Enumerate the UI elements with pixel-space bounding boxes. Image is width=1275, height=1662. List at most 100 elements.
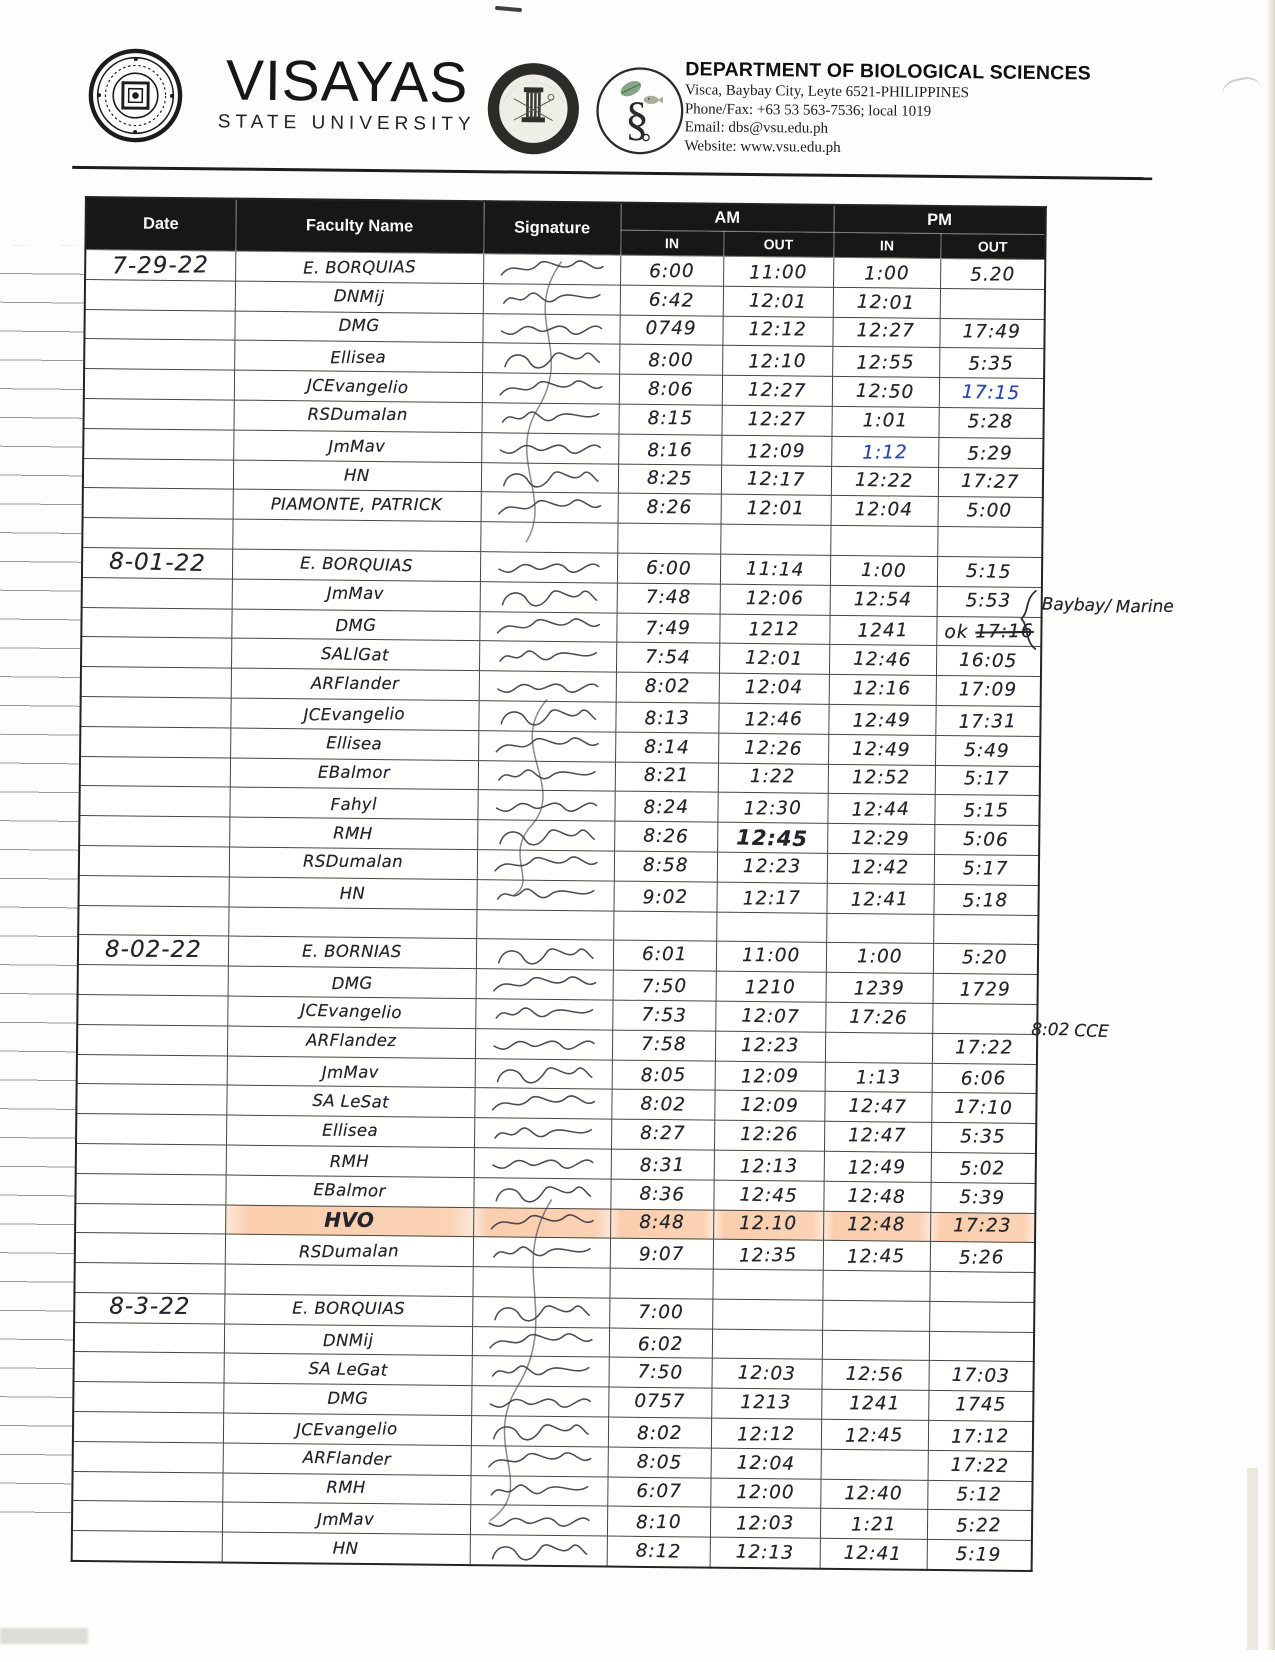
time-cell-pm_in — [822, 1300, 929, 1331]
signature-cell — [477, 820, 614, 851]
time-cell-am_out: 12:09 — [715, 1061, 825, 1092]
faculty-name-cell: JmMav — [222, 1502, 470, 1534]
signature-cell — [476, 909, 613, 940]
date-cell — [72, 1471, 222, 1502]
signature-scrawl — [492, 614, 604, 639]
time-value: 12:17 — [747, 469, 806, 491]
time-cell-pm_in: 12:55 — [832, 347, 939, 378]
faculty-name-cell: RSDumalan — [229, 847, 477, 879]
time-cell-am_in: 8:48 — [610, 1209, 713, 1240]
time-cell-am_out: 12:13 — [714, 1150, 824, 1181]
time-value: 12:30 — [743, 798, 802, 820]
margin-note-baybay-marine: Baybay/ Marine — [1042, 594, 1174, 617]
time-cell-am_out: 12:35 — [713, 1239, 823, 1270]
university-wordmark: VISAYAS STATE UNIVERSITY — [213, 51, 482, 136]
time-cell-am_out: 12:09 — [714, 1090, 824, 1121]
time-cell-am_in: 7:54 — [616, 642, 719, 673]
time-value: 12:03 — [737, 1363, 796, 1385]
time-cell-am_in — [609, 1268, 712, 1299]
time-cell-pm_out — [929, 1301, 1034, 1332]
time-cell-am_in: 8:31 — [611, 1149, 714, 1180]
time-value: 6:06 — [961, 1069, 1007, 1091]
time-cell-am_in: 8:06 — [619, 374, 722, 405]
faculty-name: HVO — [324, 1208, 374, 1232]
signature-cell — [472, 1326, 609, 1357]
signature-cell — [475, 999, 612, 1030]
col-header-pm-out: OUT — [940, 233, 1045, 259]
signature-cell — [473, 1207, 610, 1238]
signature-cell — [482, 373, 619, 404]
time-value: 5:26 — [959, 1247, 1005, 1269]
signature-scrawl — [491, 704, 603, 729]
time-cell-pm_in: 12:47 — [824, 1092, 931, 1123]
faculty-name: DNMij — [333, 286, 384, 306]
signature-cell — [479, 671, 616, 702]
signature-cell — [476, 939, 613, 970]
time-cell-am_in: 7:48 — [617, 583, 720, 614]
faculty-name-cell: DNMij — [224, 1324, 472, 1356]
col-header-pm: PM — [834, 205, 1046, 235]
time-cell-am_in: 7:49 — [616, 613, 719, 644]
signature-cell — [480, 522, 617, 553]
time-value: 8:31 — [639, 1155, 685, 1177]
time-value: 17:03 — [951, 1365, 1010, 1387]
time-cell-pm_out: 5:17 — [934, 854, 1039, 885]
time-cell-am_in: 8:16 — [618, 434, 721, 465]
college-of-arts-and-sciences-seal-icon: •2002• — [484, 59, 582, 158]
date-cell: 8-01-22 — [82, 547, 232, 578]
time-value: 12:42 — [851, 857, 909, 878]
signature-cell — [480, 581, 617, 612]
faculty-name-cell: JCEvangelio — [227, 996, 475, 1028]
time-value: 11:14 — [746, 558, 805, 580]
time-cell-pm_out: 1729 — [933, 974, 1038, 1005]
time-value: 12:40 — [845, 1483, 903, 1504]
time-value: 7:00 — [638, 1302, 684, 1323]
signature-scrawl — [484, 1359, 596, 1384]
time-value: 5:49 — [964, 740, 1010, 762]
signature-cell — [476, 969, 613, 1000]
time-cell-am_out — [716, 912, 826, 943]
signature-cell — [475, 1058, 612, 1089]
time-value: 12:45 — [736, 825, 808, 851]
time-value: 1:12 — [862, 442, 908, 464]
time-value: 1729 — [959, 979, 1010, 1001]
time-cell-pm_in: 12:49 — [824, 1151, 931, 1182]
signature-cell — [481, 462, 618, 493]
time-cell-am_in: 8:21 — [615, 762, 718, 793]
time-cell-am_in: 6:00 — [620, 255, 723, 286]
date-value: 7-29-22 — [112, 253, 209, 280]
faculty-name: RMH — [330, 1152, 370, 1171]
signature-scrawl — [493, 495, 605, 520]
faculty-name: Ellisea — [322, 1120, 378, 1139]
time-cell-pm_in: 1:21 — [820, 1509, 927, 1540]
time-value: 5:17 — [963, 858, 1009, 879]
signature-cell — [471, 1386, 608, 1417]
time-value: 11:00 — [749, 262, 808, 284]
dbs-seal-spiral-glyph: § — [625, 93, 649, 146]
signature-scrawl — [488, 972, 600, 997]
time-value: 5:53 — [966, 590, 1012, 611]
time-value: 12:47 — [848, 1125, 906, 1146]
brace-mark-icon — [1017, 588, 1040, 652]
time-value: 12:45 — [847, 1246, 906, 1268]
faculty-name-cell: Ellisea — [226, 1115, 474, 1147]
time-value: 17:15 — [962, 382, 1021, 404]
time-value: 7:58 — [641, 1034, 687, 1055]
time-value: 1241 — [857, 621, 908, 643]
time-value: 1:00 — [864, 263, 910, 285]
date-cell — [73, 1441, 223, 1472]
date-cell — [75, 1203, 225, 1234]
faculty-name-cell: Ellisea — [230, 728, 478, 760]
time-value: 5:19 — [956, 1544, 1002, 1566]
faculty-name-cell: JmMav — [232, 579, 480, 611]
time-cell-am_out — [712, 1269, 822, 1300]
faculty-name-cell: E. BORQUIAS — [235, 251, 483, 283]
time-value: 5:29 — [968, 443, 1014, 465]
time-cell-pm_in: 12:49 — [828, 734, 935, 765]
time-cell-pm_out: 5:29 — [938, 437, 1043, 468]
time-value: 5.20 — [970, 264, 1015, 286]
time-cell-am_out: 11:14 — [720, 554, 830, 585]
note-line: 8:02 — [1031, 1019, 1069, 1041]
faculty-name-cell: JmMav — [227, 1056, 475, 1088]
faculty-name: JmMav — [327, 584, 384, 603]
